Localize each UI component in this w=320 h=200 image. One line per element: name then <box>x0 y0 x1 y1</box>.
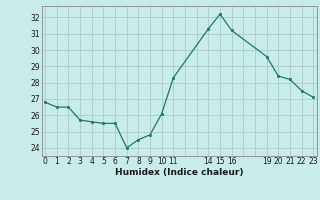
X-axis label: Humidex (Indice chaleur): Humidex (Indice chaleur) <box>115 168 244 177</box>
